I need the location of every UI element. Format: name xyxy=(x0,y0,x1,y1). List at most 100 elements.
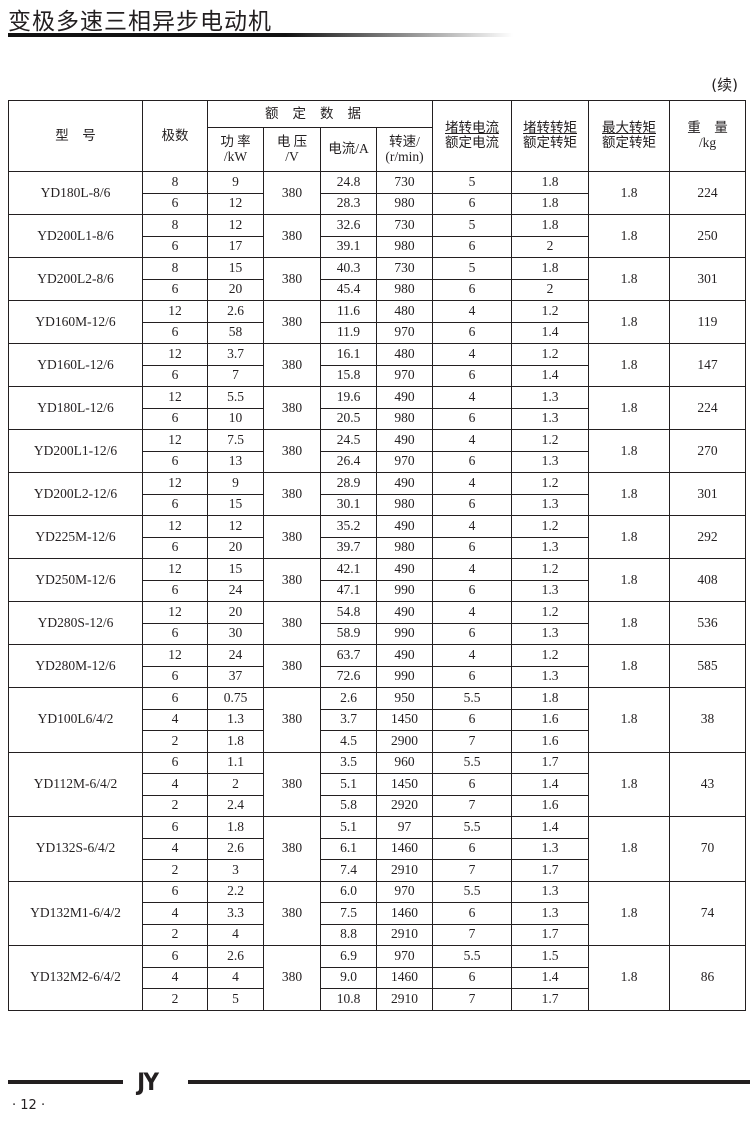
cell-power: 7 xyxy=(207,364,264,387)
cell-poles: 4 xyxy=(142,773,208,796)
table-row: YD200L1-8/6 8 12 380 32.6 730 5 1.8 1.8 250 xyxy=(8,214,746,258)
cell-max-torque-ratio: 1.8 xyxy=(588,472,670,516)
cell-poles: 6 xyxy=(142,364,208,387)
cell-speed: 490 xyxy=(376,515,433,538)
header-voltage: 电 压/V xyxy=(263,127,321,172)
cell-max-torque-ratio: 1.8 xyxy=(588,429,670,473)
cell-poles: 12 xyxy=(142,472,208,495)
table-row: YD112M-6/4/2 6 1.1 380 3.5 960 5.5 1.7 1.8 43 xyxy=(8,751,746,817)
cell-stall-current-ratio: 4 xyxy=(432,386,512,409)
cell-speed: 980 xyxy=(376,407,433,430)
cell-stall-torque-ratio: 1.7 xyxy=(511,923,589,946)
cell-speed: 990 xyxy=(376,665,433,688)
cell-stall-current-ratio: 5 xyxy=(432,257,512,280)
cell-stall-current-ratio: 6 xyxy=(432,493,512,516)
cell-stall-current-ratio: 6 xyxy=(432,536,512,559)
cell-speed: 980 xyxy=(376,536,433,559)
model-cell: YD160M-12/6 xyxy=(8,300,143,344)
table-row: 6 30 58.9 990 6 1.3 xyxy=(9,622,746,645)
cell-stall-torque-ratio: 1.4 xyxy=(511,966,589,989)
cell-voltage: 380 xyxy=(263,343,321,387)
cell-power: 3.7 xyxy=(207,343,264,366)
cell-speed: 2910 xyxy=(376,988,433,1011)
cell-current: 11.9 xyxy=(320,321,377,344)
cell-current: 2.6 xyxy=(320,687,377,710)
cell-stall-torque-ratio: 1.2 xyxy=(511,558,589,581)
cell-stall-current-ratio: 5.5 xyxy=(432,687,512,710)
cell-speed: 1450 xyxy=(376,773,433,796)
cell-power: 2.6 xyxy=(207,300,264,323)
cell-stall-current-ratio: 6 xyxy=(432,278,512,301)
page-title: 变极多速三相异步电动机 xyxy=(8,9,272,35)
table-row: 2 3 7.4 2910 7 1.7 xyxy=(9,859,746,882)
table-row: YD132M1-6/4/2 6 2.2 380 6.0 970 5.5 1.3 1.8 74 xyxy=(8,880,746,946)
footer-rule-right xyxy=(188,1080,750,1084)
cell-current: 20.5 xyxy=(320,407,377,430)
cell-power: 12 xyxy=(207,192,264,215)
header-speed: 转速/(r/min) xyxy=(376,127,433,172)
cell-poles: 6 xyxy=(142,687,208,710)
cell-current: 10.8 xyxy=(320,988,377,1011)
cell-stall-current-ratio: 7 xyxy=(432,859,512,882)
cell-stall-current-ratio: 7 xyxy=(432,923,512,946)
cell-current: 58.9 xyxy=(320,622,377,645)
cell-speed: 490 xyxy=(376,429,433,452)
cell-poles: 6 xyxy=(142,622,208,645)
cell-poles: 6 xyxy=(142,321,208,344)
model-cell: YD280M-12/6 xyxy=(8,644,143,688)
cell-poles: 4 xyxy=(142,966,208,989)
header-current: 电流/A xyxy=(320,127,377,172)
cell-stall-torque-ratio: 1.2 xyxy=(511,472,589,495)
cell-weight: 74 xyxy=(669,880,746,946)
cell-stall-torque-ratio: 1.8 xyxy=(511,192,589,215)
header-rated-data: 额定数据 xyxy=(207,100,433,128)
continued-label: (续) xyxy=(711,76,738,94)
cell-stall-current-ratio: 4 xyxy=(432,472,512,495)
title-divider xyxy=(8,33,513,37)
cell-weight: 119 xyxy=(669,300,746,344)
cell-poles: 6 xyxy=(142,192,208,215)
cell-power: 37 xyxy=(207,665,264,688)
cell-stall-current-ratio: 6 xyxy=(432,579,512,602)
cell-poles: 12 xyxy=(142,300,208,323)
cell-stall-current-ratio: 4 xyxy=(432,601,512,624)
cell-speed: 980 xyxy=(376,235,433,258)
cell-speed: 980 xyxy=(376,278,433,301)
cell-stall-torque-ratio: 1.2 xyxy=(511,644,589,667)
cell-speed: 990 xyxy=(376,579,433,602)
cell-voltage: 380 xyxy=(263,472,321,516)
cell-stall-torque-ratio: 1.8 xyxy=(511,687,589,710)
cell-stall-current-ratio: 5.5 xyxy=(432,880,512,903)
cell-power: 2 xyxy=(207,773,264,796)
cell-speed: 730 xyxy=(376,257,433,280)
cell-power: 1.8 xyxy=(207,730,264,753)
cell-power: 4 xyxy=(207,923,264,946)
model-cell: YD200L2-12/6 xyxy=(8,472,143,516)
motor-spec-table: 型 号 极数 额定数据 堵转电流 额定电流 堵转转矩 额定转矩 最大转矩 额定转矩 重… xyxy=(8,100,746,1011)
cell-poles: 12 xyxy=(142,601,208,624)
cell-stall-current-ratio: 5.5 xyxy=(432,816,512,839)
cell-weight: 585 xyxy=(669,644,746,688)
cell-voltage: 380 xyxy=(263,300,321,344)
cell-stall-torque-ratio: 1.4 xyxy=(511,773,589,796)
cell-power: 30 xyxy=(207,622,264,645)
table-row: YD132M2-6/4/2 6 2.6 380 6.9 970 5.5 1.5 1.8 86 xyxy=(8,945,746,1011)
cell-power: 17 xyxy=(207,235,264,258)
cell-weight: 250 xyxy=(669,214,746,258)
cell-speed: 960 xyxy=(376,751,433,774)
cell-stall-torque-ratio: 1.8 xyxy=(511,257,589,280)
cell-stall-torque-ratio: 1.3 xyxy=(511,837,589,860)
model-cell: YD112M-6/4/2 xyxy=(8,751,143,817)
cell-stall-current-ratio: 4 xyxy=(432,300,512,323)
cell-power: 9 xyxy=(207,472,264,495)
cell-max-torque-ratio: 1.8 xyxy=(588,687,670,753)
table-row: YD280S-12/6 12 20 380 54.8 490 4 1.2 1.8 536 xyxy=(8,601,746,645)
cell-poles: 6 xyxy=(142,751,208,774)
cell-current: 15.8 xyxy=(320,364,377,387)
cell-current: 11.6 xyxy=(320,300,377,323)
cell-stall-current-ratio: 6 xyxy=(432,966,512,989)
table-row: YD160M-12/6 12 2.6 380 11.6 480 4 1.2 1.8 119 xyxy=(8,300,746,344)
cell-stall-torque-ratio: 1.6 xyxy=(511,730,589,753)
cell-poles: 6 xyxy=(142,536,208,559)
header-model: 型 号 xyxy=(8,100,143,172)
